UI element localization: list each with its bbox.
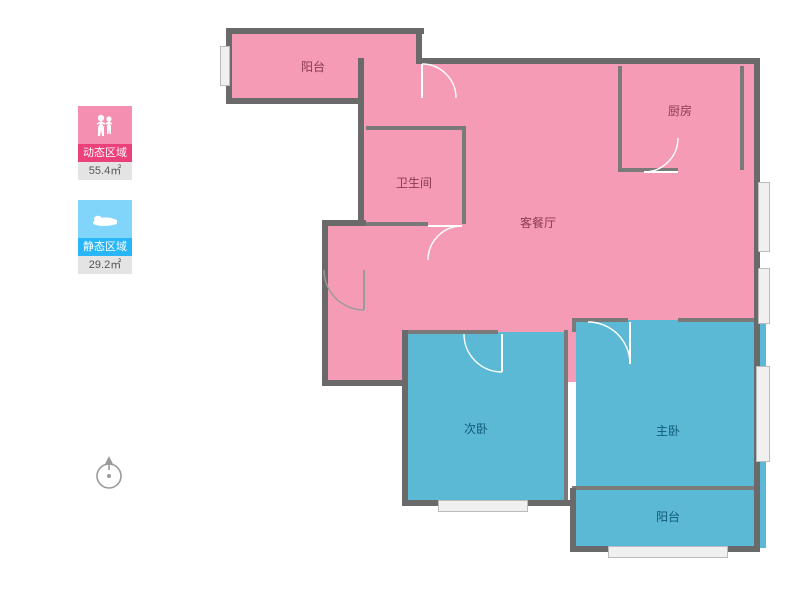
window-marker [758, 182, 770, 252]
door-swing [630, 322, 674, 371]
inner-wall [740, 66, 744, 170]
compass-icon [92, 452, 126, 497]
outer-wall [416, 28, 422, 62]
outer-wall [358, 58, 364, 130]
legend-dynamic-value: 55.4㎡ [78, 162, 132, 180]
inner-wall [572, 318, 576, 332]
outer-wall [226, 28, 424, 34]
room-bathroom [370, 130, 462, 222]
legend-dynamic-label: 动态区域 [78, 144, 132, 162]
window-marker [438, 500, 528, 512]
sleep-icon [89, 208, 121, 230]
inner-wall [572, 486, 758, 490]
outer-wall [402, 330, 408, 504]
people-icon [90, 112, 120, 138]
door-swing [428, 226, 464, 267]
window-marker [756, 366, 770, 462]
legend-static: 静态区域 29.2㎡ [78, 200, 132, 274]
legend-dynamic: 动态区域 55.4㎡ [78, 106, 132, 180]
inner-wall [366, 222, 428, 226]
window-marker [220, 46, 230, 86]
legend-dynamic-icon-box [78, 106, 132, 144]
outer-wall [416, 58, 760, 64]
floorplan-canvas: { "legend": { "dynamic": { "label": "动态区… [0, 0, 800, 600]
legend-static-value: 29.2㎡ [78, 256, 132, 274]
legend-static-label: 静态区域 [78, 238, 132, 256]
window-marker [758, 268, 770, 324]
room-kitchen [623, 72, 743, 168]
door-swing [364, 270, 406, 317]
floor-plan: 阳台客餐厅厨房卫生间次卧主卧阳台 [218, 22, 774, 578]
room-balcony-bot [576, 490, 766, 548]
inner-wall [678, 318, 756, 322]
outer-wall [226, 98, 362, 104]
legend-static-icon-box [78, 200, 132, 238]
outer-wall [570, 488, 576, 552]
door-swing [678, 172, 714, 213]
door-swing [502, 334, 542, 379]
outer-wall [322, 380, 406, 386]
door-swing [422, 98, 458, 139]
inner-wall [462, 126, 466, 224]
outer-wall [358, 126, 364, 224]
inner-wall [618, 66, 622, 170]
inner-wall [564, 330, 568, 504]
window-marker [608, 546, 728, 558]
